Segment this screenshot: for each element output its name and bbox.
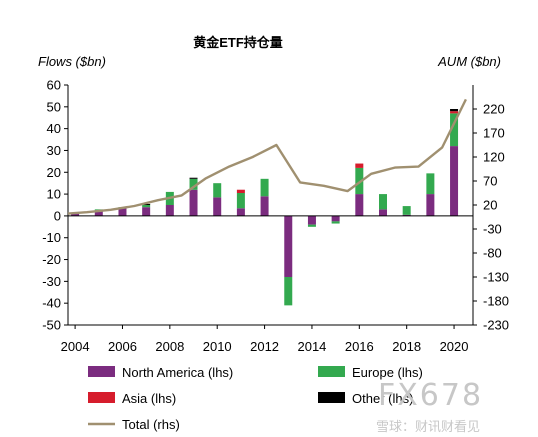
x-tick-label: 2010	[203, 339, 232, 354]
bar-north-america-2019	[426, 194, 435, 216]
bar-europe-2007	[142, 205, 151, 208]
x-tick-label: 2020	[440, 339, 469, 354]
bar-north-america-2015	[331, 215, 340, 222]
bar-other-2007	[142, 203, 151, 205]
x-tick-label: 2006	[108, 339, 137, 354]
watermark-brand: FX678	[378, 378, 484, 413]
legend-label-europe: Europe (lhs)	[352, 365, 423, 380]
bar-north-america-2009	[189, 189, 198, 216]
bar-north-america-2017	[379, 209, 387, 216]
bar-north-america-2018	[402, 214, 411, 216]
x-tick-label: 2012	[250, 339, 279, 354]
bar-europe-2011	[236, 193, 245, 209]
bar-europe-2012	[260, 178, 269, 197]
x-tick-label: 2008	[155, 339, 184, 354]
y-tick-right-label: -80	[483, 246, 502, 261]
y-tick-left-label: -50	[42, 318, 61, 333]
bars-layer	[71, 109, 459, 306]
y-tick-left-label: 20	[47, 165, 61, 180]
y-tick-left-label: -20	[42, 252, 61, 267]
bar-north-america-2007	[142, 207, 151, 216]
bar-north-america-2005	[94, 210, 103, 216]
bar-other-2020	[450, 109, 459, 112]
bar-europe-2013	[284, 277, 293, 306]
total-aum-line	[67, 98, 467, 215]
y-tick-left-label: 40	[47, 121, 61, 136]
bar-asia-2020	[450, 111, 459, 114]
y-tick-left-label: 30	[47, 143, 61, 158]
y-axis-left-title: Flows ($bn)	[38, 54, 106, 69]
legend-swatch-europe	[318, 366, 345, 377]
watermark-site: 雪球：财讯财看见	[376, 420, 481, 435]
bar-north-america-2013	[284, 215, 293, 277]
x-tick-label: 2014	[297, 339, 326, 354]
x-tick-label: 2018	[392, 339, 421, 354]
y-axis-right-title: AUM ($bn)	[437, 54, 501, 69]
y-tick-right-label: 120	[483, 150, 505, 165]
legend-label-asia: Asia (lhs)	[122, 391, 176, 406]
chart-title: 黄金ETF持仓量	[193, 35, 283, 50]
bar-north-america-2012	[260, 196, 269, 216]
y-tick-right-label: -180	[483, 294, 509, 309]
y-tick-left-label: 60	[47, 78, 61, 93]
total-line-layer	[67, 98, 467, 215]
y-tick-right-label: -30	[483, 222, 502, 237]
legend-label-total: Total (rhs)	[122, 417, 180, 432]
bar-north-america-2016	[355, 194, 364, 216]
bar-asia-2011	[236, 189, 245, 193]
bar-europe-2010	[213, 183, 222, 198]
y-tick-right-label: -130	[483, 270, 509, 285]
y-tick-left-label: 0	[54, 208, 61, 223]
axes-layer: -50 -40 -30 -20 -10 0 10 20 30 40 50 60 -230 -180 -130…	[42, 78, 509, 355]
bar-europe-2019	[426, 173, 435, 195]
bar-europe-2014	[307, 224, 316, 227]
legend-label-north-america: North America (lhs)	[122, 365, 233, 380]
bar-north-america-2006	[118, 208, 127, 216]
bar-europe-2017	[379, 194, 387, 210]
bar-north-america-2014	[307, 215, 316, 225]
legend-label-other: Other (lhs)	[352, 391, 413, 406]
bar-other-2009	[189, 177, 198, 179]
bar-europe-2015	[331, 221, 340, 224]
x-tick-label: 2004	[61, 339, 90, 354]
y-tick-right-label: 220	[483, 102, 505, 117]
x-tick-label: 2016	[345, 339, 374, 354]
bar-europe-2018	[402, 206, 411, 215]
bar-asia-2016	[355, 163, 364, 168]
y-tick-left-label: -10	[42, 230, 61, 245]
legend-swatch-other	[318, 392, 345, 403]
bar-north-america-2011	[236, 208, 245, 216]
bar-north-america-2020	[450, 146, 459, 216]
bar-north-america-2010	[213, 197, 222, 216]
bar-europe-2020	[450, 113, 459, 147]
y-tick-left-label: 10	[47, 187, 61, 202]
y-tick-right-label: 20	[483, 198, 497, 213]
bar-europe-2009	[189, 178, 198, 190]
y-tick-right-label: 70	[483, 174, 497, 189]
legend: North America (lhs) Europe (lhs) Asia (lhs…	[88, 365, 423, 432]
y-tick-left-label: -40	[42, 296, 61, 311]
bar-north-america-2008	[165, 205, 174, 216]
legend-swatch-asia	[88, 392, 115, 403]
legend-swatch-north-america	[88, 366, 115, 377]
y-tick-right-label: -230	[483, 318, 509, 333]
y-tick-right-label: 170	[483, 126, 505, 141]
y-tick-left-label: -30	[42, 274, 61, 289]
y-tick-left-label: 50	[47, 99, 61, 114]
